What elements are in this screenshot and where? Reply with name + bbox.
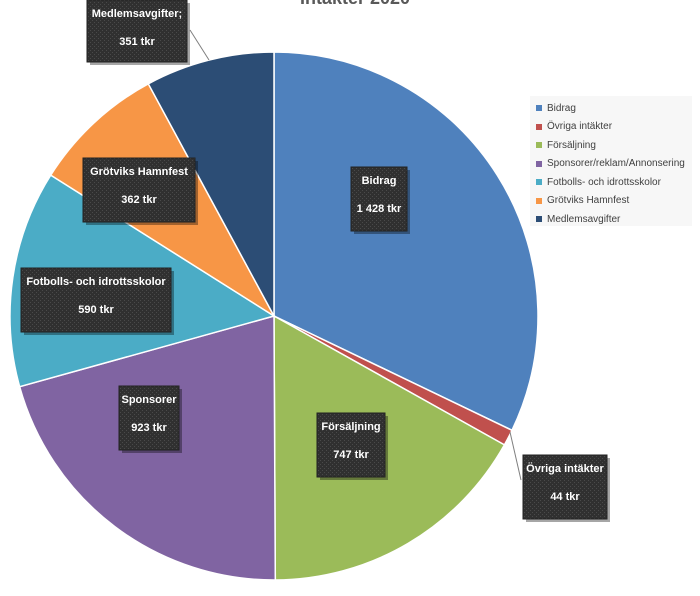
legend-swatch: [536, 179, 542, 185]
legend-swatch: [536, 216, 542, 222]
data-label-name: Övriga intäkter: [526, 462, 604, 475]
data-label-value: 44 tkr: [550, 491, 580, 503]
data-label-value: 1 428 tkr: [357, 203, 402, 215]
data-label-name: Grötviks Hamnfest: [90, 166, 188, 178]
pie-slice: [273, 51, 539, 432]
data-label-name: Sponsorer: [121, 394, 177, 406]
legend-label: Sponsorer/reklam/Annonsering: [547, 158, 685, 169]
legend-item: Sponsorer/reklam/Annonsering: [536, 155, 685, 173]
legend-item: Fotbolls- och idrottsskolor: [536, 173, 661, 191]
legend-label: Bidrag: [547, 102, 576, 114]
leader-line: [509, 431, 522, 481]
data-label: Medlemsavgifter; 351 tkr: [86, 0, 190, 65]
pie-slice: [147, 51, 275, 317]
data-label-value: 351 tkr: [119, 36, 155, 48]
data-label: Fotbolls- och idrottsskolor 590 tkr: [20, 267, 174, 335]
legend-swatch: [536, 142, 542, 148]
pie-slice: [273, 314, 506, 581]
data-label: Grötviks Hamnfest 362 tkr: [82, 157, 198, 225]
data-label-value: 747 tkr: [333, 449, 369, 461]
legend-label: Övriga intäkter: [547, 121, 613, 132]
legend-swatch: [536, 123, 542, 130]
chart-title: Intäkter 2020: [275, 0, 435, 9]
data-label: Försäljning 747 tkr: [316, 412, 388, 480]
legend-item: Bidrag: [536, 99, 576, 117]
legend-swatch: [536, 160, 542, 167]
legend: Bidrag Övriga intäkter Försäljning Sponsore…: [530, 96, 692, 226]
data-label-name: Försäljning: [321, 421, 380, 433]
data-label-value: 923 tkr: [131, 422, 167, 434]
legend-item: Grötviks Hamnfest: [536, 192, 629, 210]
legend-label: Grötviks Hamnfest: [547, 195, 630, 206]
data-label-name: Fotbolls- och idrottsskolor: [26, 276, 166, 288]
legend-item: Försäljning: [536, 136, 596, 154]
data-label-value: 362 tkr: [121, 194, 157, 206]
legend-item: Medlemsavgifter: [536, 210, 620, 228]
legend-label: Fotbolls- och idrottsskolor: [547, 176, 661, 188]
data-label-name: Bidrag: [362, 175, 397, 187]
legend-swatch: [536, 105, 542, 111]
legend-swatch: [536, 197, 542, 204]
data-label-name: Medlemsavgifter;: [92, 8, 182, 20]
data-label: Bidrag 1 428 tkr: [350, 166, 410, 234]
data-label-value: 590 tkr: [78, 304, 114, 316]
legend-label: Medlemsavgifter: [547, 213, 621, 225]
legend-item: Övriga intäkter: [536, 118, 612, 136]
data-label: Sponsorer 923 tkr: [118, 385, 182, 453]
leader-line: [189, 29, 210, 61]
legend-label: Försäljning: [547, 139, 596, 151]
data-label: Övriga intäkter 44 tkr: [522, 454, 610, 522]
